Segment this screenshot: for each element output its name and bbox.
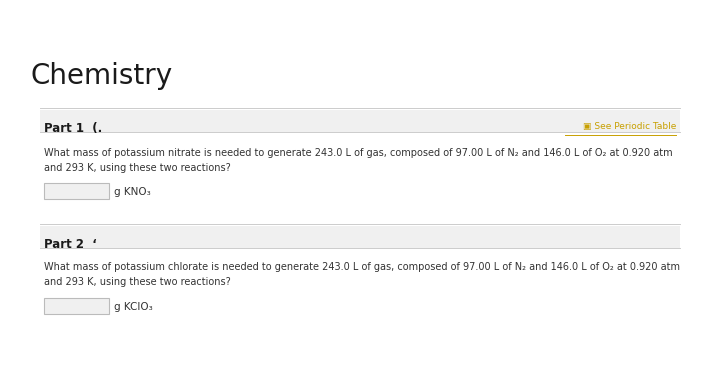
Bar [40,110,680,132]
Bar [40,226,680,248]
Text: What mass of potassium nitrate is needed to generate 243.0 L of gas, composed of: What mass of potassium nitrate is needed… [44,148,673,173]
Text: Chemistry: Chemistry [30,62,172,90]
Text: g KClO₃: g KClO₃ [114,302,153,312]
Text: Part 1  (.: Part 1 (. [44,122,102,135]
Text: ▣ See Periodic Table: ▣ See Periodic Table [582,122,676,131]
FancyBboxPatch shape [44,183,109,199]
Text: Part 2  ‘: Part 2 ‘ [44,238,97,251]
Text: What mass of potassium chlorate is needed to generate 243.0 L of gas, composed o: What mass of potassium chlorate is neede… [44,262,680,287]
FancyBboxPatch shape [44,298,109,314]
Text: g KNO₃: g KNO₃ [114,187,151,197]
